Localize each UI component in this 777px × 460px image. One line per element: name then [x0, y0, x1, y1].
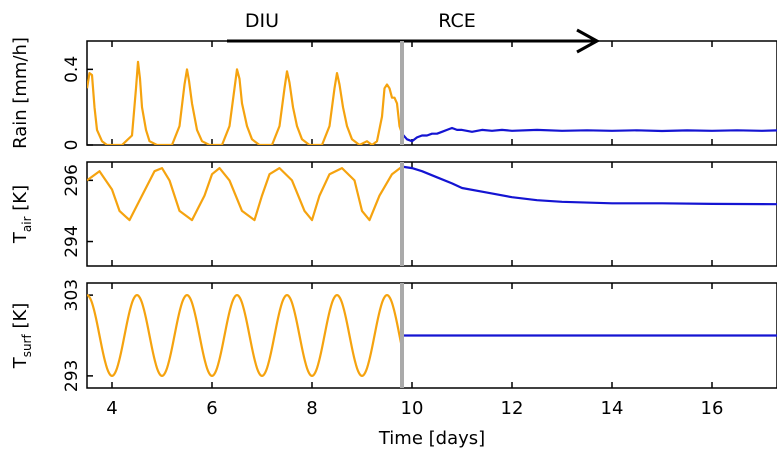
- y-tick-label: 0.4: [62, 56, 82, 83]
- surface-temperature-label-symbol: T: [10, 356, 31, 369]
- surface-temperature-label-unit: [K]: [10, 303, 31, 335]
- x-tick-label: 10: [401, 398, 424, 419]
- y-tick-label: 296: [62, 164, 82, 196]
- rce-series-line: [401, 126, 777, 143]
- x-tick-label: 16: [701, 398, 724, 419]
- rain-y-axis-label: Rain [mm/h]: [10, 37, 31, 149]
- x-tick-label: 6: [206, 398, 217, 419]
- rain-panel: 00.4: [62, 40, 777, 151]
- x-tick-label: 4: [106, 398, 117, 419]
- x-tick-label: 12: [501, 398, 524, 419]
- surface-temperature-label-subscript: surf: [20, 334, 34, 358]
- panel-series: [87, 60, 777, 145]
- air-temperature-label-unit: [K]: [10, 185, 31, 217]
- panel-frame: [86, 40, 777, 146]
- phase-label-diu: DIU: [245, 10, 279, 32]
- air-temperature-label-subscript: air: [20, 216, 34, 232]
- x-axis-label: Time [days]: [378, 428, 485, 449]
- y-tick-label: 293: [62, 360, 82, 392]
- panel-series: [87, 294, 777, 377]
- panel-frame: [86, 282, 777, 389]
- phase-label-rce: RCE: [438, 10, 476, 32]
- y-tick-label: 294: [62, 225, 82, 257]
- x-tick-labels: 4 6 8 10 12 14 16: [106, 398, 723, 419]
- x-tick-label: 8: [306, 398, 317, 419]
- y-tick-label: 0: [62, 140, 82, 151]
- diu-series-line: [87, 165, 403, 222]
- diu-series-line: [87, 294, 404, 377]
- diu-series-line: [87, 60, 404, 145]
- air-temperature-panel: 294 296: [62, 161, 777, 267]
- x-tick-label: 14: [601, 398, 624, 419]
- y-axis-labels: Rain [mm/h] Tair [K] Tsurf [K]: [10, 37, 34, 369]
- air-temperature-y-axis-label: Tair [K]: [10, 185, 34, 244]
- panel-frame: [86, 161, 777, 267]
- surface-temperature-y-axis-label: Tsurf [K]: [10, 303, 34, 370]
- air-temperature-label-symbol: T: [10, 231, 31, 244]
- surface-temperature-panel: 293 303: [62, 279, 777, 392]
- y-tick-label: 303: [62, 279, 82, 311]
- rce-series-line: [401, 165, 777, 206]
- panel-series: [87, 165, 777, 222]
